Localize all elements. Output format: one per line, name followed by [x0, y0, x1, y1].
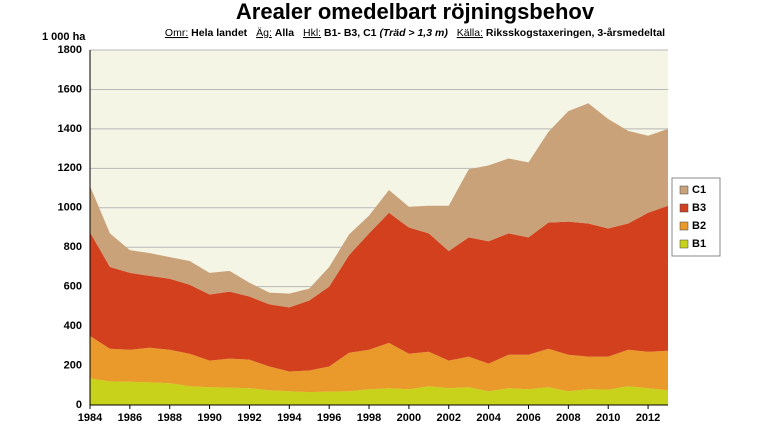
chart-subtitle: Omr: Hela landet Äg: Alla Hkl: B1- B3, C…: [165, 27, 665, 39]
y-tick-label: 1800: [58, 44, 82, 56]
y-tick-label: 0: [76, 399, 82, 411]
subtitle-part: Hela landet: [191, 27, 248, 39]
area: [90, 378, 668, 405]
x-tick-label: 1984: [78, 412, 103, 424]
y-tick-label: 400: [64, 320, 82, 332]
area: [90, 205, 668, 372]
y-tick-label: 1200: [58, 162, 82, 174]
legend-label: B1: [692, 238, 706, 250]
x-tick-label: 1998: [357, 412, 381, 424]
y-axis-label: 1 000 ha: [42, 31, 86, 43]
subtitle-part: Källa:: [457, 27, 483, 39]
x-tick-label: 2004: [476, 412, 501, 424]
subtitle-part: (Träd > 1,3 m): [379, 27, 448, 39]
y-tick-label: 600: [64, 281, 82, 293]
y-tick-label: 1000: [58, 202, 82, 214]
legend-swatch: [679, 239, 689, 249]
legend-swatch: [679, 221, 689, 231]
x-tick-label: 2000: [397, 412, 421, 424]
x-tick-label: 2006: [516, 412, 540, 424]
subtitle-part: Äg:: [256, 27, 272, 39]
x-tick-label: 1990: [197, 412, 221, 424]
x-tick-label: 1996: [317, 412, 341, 424]
legend-swatch: [679, 185, 689, 195]
subtitle-part: Riksskogstaxeringen, 3-årsmedeltal: [486, 27, 665, 39]
x-tick-label: 1986: [118, 412, 142, 424]
legend-label: B2: [692, 220, 706, 232]
area: [90, 103, 668, 308]
subtitle-part: B1- B3, C1: [324, 27, 377, 39]
x-tick-label: 1988: [157, 412, 181, 424]
x-tick-label: 1992: [237, 412, 261, 424]
subtitle-part: Alla: [275, 27, 294, 39]
y-tick-label: 800: [64, 241, 82, 253]
legend-swatch: [679, 203, 689, 213]
subtitle-part: Omr:: [165, 27, 188, 39]
x-tick-label: 2010: [596, 412, 620, 424]
x-tick-label: 2002: [437, 412, 461, 424]
legend-label: B3: [692, 202, 706, 214]
subtitle-part: Hkl:: [303, 27, 321, 39]
chart-title: Arealer omedelbart röjningsbehov: [236, 0, 595, 24]
y-tick-label: 1400: [58, 123, 82, 135]
x-tick-label: 1994: [277, 412, 302, 424]
legend-label: C1: [692, 184, 706, 196]
area: [90, 335, 668, 393]
y-tick-label: 1600: [58, 83, 82, 95]
x-tick-label: 2008: [556, 412, 580, 424]
y-tick-label: 200: [64, 359, 82, 371]
x-tick-label: 2012: [636, 412, 660, 424]
